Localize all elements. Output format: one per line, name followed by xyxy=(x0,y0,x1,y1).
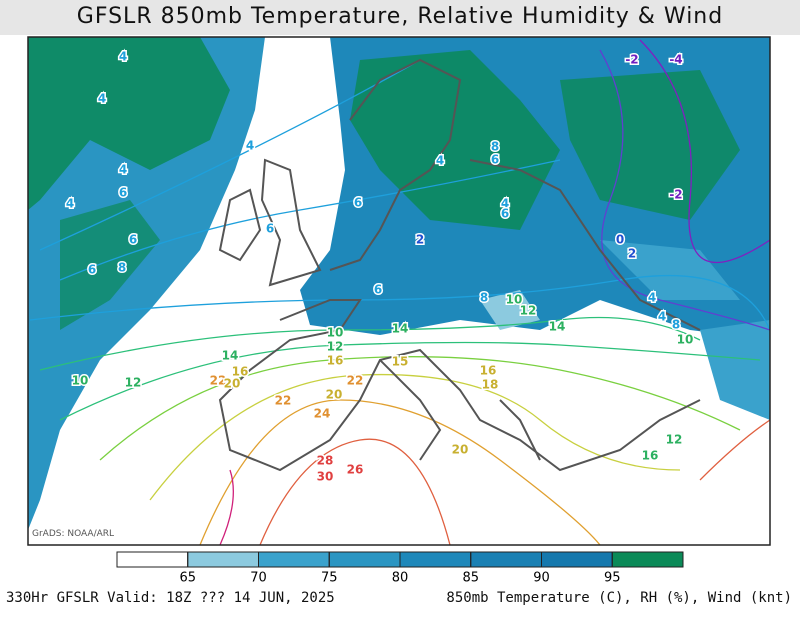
contours xyxy=(29,39,770,545)
colorbar-segment xyxy=(328,551,401,568)
contour-label: 12 xyxy=(520,304,537,318)
contour-label: 6 xyxy=(374,283,382,297)
contour-label: 2 xyxy=(628,247,636,261)
contour-label: 4 xyxy=(436,154,444,168)
footer-left: 330Hr GFSLR Valid: 18Z ??? 14 JUN, 2025 xyxy=(6,590,335,606)
contour-label: -2 xyxy=(669,188,682,202)
colorbar-tick-label: 75 xyxy=(321,571,338,586)
contour-label: 6 xyxy=(88,263,96,277)
footer-right: 850mb Temperature (C), RH (%), Wind (knt… xyxy=(446,590,792,606)
coastlines xyxy=(218,58,701,472)
contour-label: 8 xyxy=(480,291,488,305)
contour-label: 6 xyxy=(354,196,362,210)
contour-label: 4 xyxy=(658,310,666,324)
colorbar-segment xyxy=(541,551,613,568)
credit: GrADS: NOAA/ARL xyxy=(32,529,114,539)
contour-label: 20 xyxy=(326,388,343,402)
contour-label: -4 xyxy=(669,53,682,67)
colorbar-tick-label: 85 xyxy=(462,571,479,586)
contour-label: 10 xyxy=(677,333,694,347)
contour-label: 4 xyxy=(119,50,127,64)
contour-label: 14 xyxy=(222,349,239,363)
map-field xyxy=(28,37,770,545)
contour-label: 26 xyxy=(347,463,364,477)
contour-label: 6 xyxy=(501,207,509,221)
contour-label: 14 xyxy=(392,322,409,336)
colorbar-segment xyxy=(116,551,189,568)
title: GFSLR 850mb Temperature, Relative Humidi… xyxy=(0,0,800,35)
contour-label: 6 xyxy=(119,186,127,200)
contour-label: 28 xyxy=(317,454,334,468)
contour-label: 12 xyxy=(125,376,142,390)
contour-label: 22 xyxy=(210,374,227,388)
contour-label: 10 xyxy=(327,326,344,340)
contour-label: 22 xyxy=(275,394,292,408)
contour-label: 8 xyxy=(118,261,126,275)
colorbar-tick-label: 90 xyxy=(533,571,550,586)
contour-label: 20 xyxy=(452,443,469,457)
contour-label: 16 xyxy=(327,354,344,368)
contour-label: 8 xyxy=(491,140,499,154)
contour-label: 4 xyxy=(501,197,509,211)
contour-label: 4 xyxy=(119,163,127,177)
contour-label: 14 xyxy=(549,320,566,334)
colorbar-segment xyxy=(470,551,542,568)
contour-label: 2 xyxy=(416,233,424,247)
contour-label: 6 xyxy=(491,153,499,167)
colorbar-tick-label: 65 xyxy=(179,571,196,586)
contour-label: 12 xyxy=(666,433,683,447)
colorbar-tick-label: 95 xyxy=(604,571,621,586)
contour-label: 18 xyxy=(482,378,499,392)
contour-label: 4 xyxy=(648,291,656,305)
colorbar: 65 70 75 80 85 90 95 xyxy=(116,551,684,586)
contour-label: 16 xyxy=(642,449,659,463)
colorbar-segment xyxy=(399,551,472,568)
colorbar-tick-label: 70 xyxy=(250,571,267,586)
contour-label: 22 xyxy=(347,374,364,388)
colorbar-segment xyxy=(611,551,684,568)
contour-label: 30 xyxy=(317,470,334,484)
contour-label: 8 xyxy=(672,318,680,332)
contour-label: 4 xyxy=(246,139,254,153)
contour-label: 10 xyxy=(506,293,523,307)
contour-label: 4 xyxy=(98,92,106,106)
contour-label: -2 xyxy=(625,53,638,67)
contour-label: 0 xyxy=(616,233,624,247)
contour-label: 6 xyxy=(266,222,274,236)
map-frame xyxy=(27,36,771,546)
contour-label: 16 xyxy=(480,364,497,378)
contour-label: 6 xyxy=(129,233,137,247)
contour-label: 10 xyxy=(72,374,89,388)
contour-label: 4 xyxy=(66,197,74,211)
contour-label: 15 xyxy=(392,355,409,369)
contour-label: 12 xyxy=(327,340,344,354)
contour-label: 24 xyxy=(314,407,331,421)
colorbar-segment xyxy=(187,551,259,568)
colorbar-tick-label: 80 xyxy=(392,571,409,586)
contour-label: 20 xyxy=(224,377,241,391)
colorbar-segment xyxy=(258,551,330,568)
contour-label: 16 xyxy=(232,365,249,379)
